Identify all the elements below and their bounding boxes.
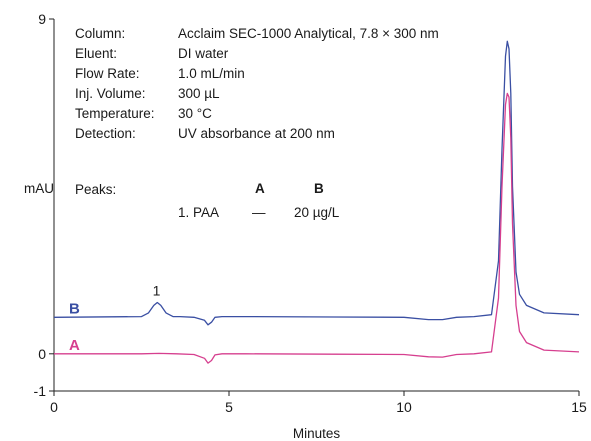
trace-a	[54, 92, 580, 364]
condition-label: Flow Rate:	[75, 66, 140, 81]
trace-label-a: A	[69, 337, 80, 354]
trace-b	[53, 40, 580, 326]
y-axis-title: mAU	[24, 181, 54, 196]
condition-value: DI water	[178, 46, 229, 61]
peak-a-value: —	[252, 205, 266, 220]
trace-label-b: B	[69, 300, 80, 317]
condition-label: Eluent:	[75, 46, 118, 61]
y-tick-label: -1	[34, 383, 47, 399]
condition-row: Inj. Volume: 300 µL	[75, 84, 439, 104]
y-tick-label: 0	[38, 346, 46, 362]
x-tick-label: 0	[50, 399, 58, 415]
condition-row: Temperature: 30 °C	[75, 104, 439, 124]
condition-label: Inj. Volume:	[75, 86, 146, 101]
condition-row: Detection: UV absorbance at 200 nm	[75, 124, 439, 144]
condition-row: Eluent: DI water	[75, 44, 439, 64]
y-tick-label: 9	[38, 11, 46, 27]
condition-label: Column:	[75, 26, 126, 41]
peaks-label: Peaks:	[75, 182, 117, 197]
condition-value: 1.0 mL/min	[178, 66, 245, 81]
x-axis-title: Minutes	[293, 426, 341, 441]
condition-label: Detection:	[75, 126, 136, 141]
condition-value: 300 µL	[178, 86, 220, 101]
condition-label: Temperature:	[75, 106, 155, 121]
condition-row: Column: Acclaim SEC-1000 Analytical, 7.8 …	[75, 24, 439, 44]
conditions-block: Column: Acclaim SEC-1000 Analytical, 7.8 …	[75, 24, 439, 144]
labels-layer: mAU Minutes B A 1	[24, 181, 340, 441]
condition-value: Acclaim SEC-1000 Analytical, 7.8 × 300 n…	[178, 26, 439, 41]
peak-name: 1. PAA	[178, 205, 220, 220]
condition-value: 30 °C	[178, 106, 212, 121]
peaks-col-b-header: B	[314, 181, 324, 196]
series-layer	[53, 40, 580, 364]
x-tick-label: 15	[571, 399, 587, 415]
peaks-col-a-header: A	[255, 181, 265, 196]
condition-row: Flow Rate: 1.0 mL/min	[75, 64, 439, 84]
peak-b-value: 20 µg/L	[294, 205, 340, 220]
condition-value: UV absorbance at 200 nm	[178, 126, 335, 141]
x-tick-label: 10	[396, 399, 412, 415]
peak-annotation: 1	[153, 282, 161, 298]
x-tick-label: 5	[225, 399, 233, 415]
